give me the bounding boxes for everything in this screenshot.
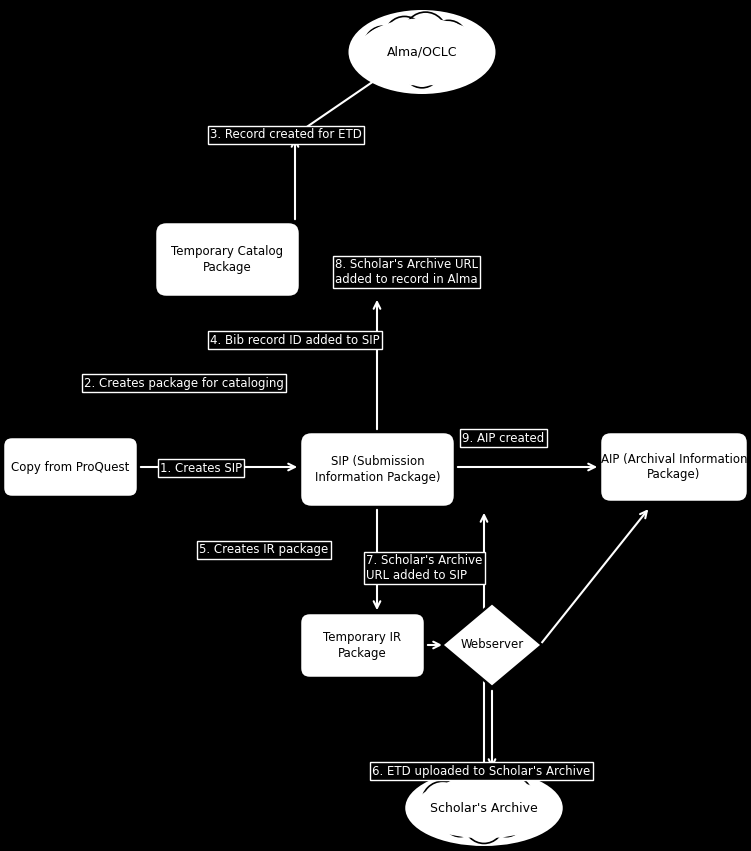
Text: 5. Creates IR package: 5. Creates IR package: [199, 544, 328, 557]
Text: 6. ETD uploaded to Scholar's Archive: 6. ETD uploaded to Scholar's Archive: [372, 764, 590, 778]
Circle shape: [385, 50, 415, 81]
Circle shape: [466, 768, 510, 814]
Circle shape: [493, 776, 532, 815]
Text: 9. AIP created: 9. AIP created: [462, 431, 544, 444]
Circle shape: [490, 803, 523, 837]
Circle shape: [465, 804, 503, 843]
FancyBboxPatch shape: [300, 432, 455, 507]
Circle shape: [422, 781, 464, 823]
Circle shape: [404, 51, 440, 88]
Text: Temporary IR
Package: Temporary IR Package: [324, 631, 402, 660]
Text: 8. Scholar's Archive URL
added to record in Alma: 8. Scholar's Archive URL added to record…: [335, 258, 478, 286]
Circle shape: [385, 16, 424, 55]
Ellipse shape: [348, 10, 496, 94]
FancyBboxPatch shape: [600, 432, 748, 502]
Ellipse shape: [415, 778, 553, 838]
Circle shape: [509, 790, 545, 826]
Circle shape: [427, 50, 458, 81]
Text: SIP (Submission
Information Package): SIP (Submission Information Package): [315, 455, 440, 483]
Ellipse shape: [406, 770, 562, 846]
Circle shape: [364, 26, 403, 66]
Text: Copy from ProQuest: Copy from ProQuest: [11, 460, 130, 473]
Text: 3. Record created for ETD: 3. Record created for ETD: [210, 129, 362, 141]
FancyBboxPatch shape: [155, 222, 300, 297]
FancyBboxPatch shape: [300, 613, 425, 678]
Text: 2. Creates package for cataloging: 2. Creates package for cataloging: [84, 376, 284, 390]
Polygon shape: [442, 603, 542, 687]
Text: Alma/OCLC: Alma/OCLC: [387, 45, 457, 59]
Text: 1. Creates SIP: 1. Creates SIP: [160, 461, 242, 475]
Text: Temporary Catalog
Package: Temporary Catalog Package: [171, 245, 284, 273]
Ellipse shape: [357, 19, 487, 86]
Text: Webserver: Webserver: [460, 638, 523, 652]
Circle shape: [444, 803, 476, 837]
Circle shape: [446, 35, 479, 69]
FancyBboxPatch shape: [3, 437, 138, 497]
Circle shape: [405, 12, 447, 54]
Text: AIP (Archival Information
Package): AIP (Archival Information Package): [601, 453, 747, 481]
Circle shape: [430, 20, 467, 57]
Circle shape: [445, 773, 486, 814]
Text: Scholar's Archive: Scholar's Archive: [430, 802, 538, 814]
Text: 7. Scholar's Archive
URL added to SIP: 7. Scholar's Archive URL added to SIP: [366, 554, 482, 582]
Text: 4. Bib record ID added to SIP: 4. Bib record ID added to SIP: [210, 334, 379, 346]
